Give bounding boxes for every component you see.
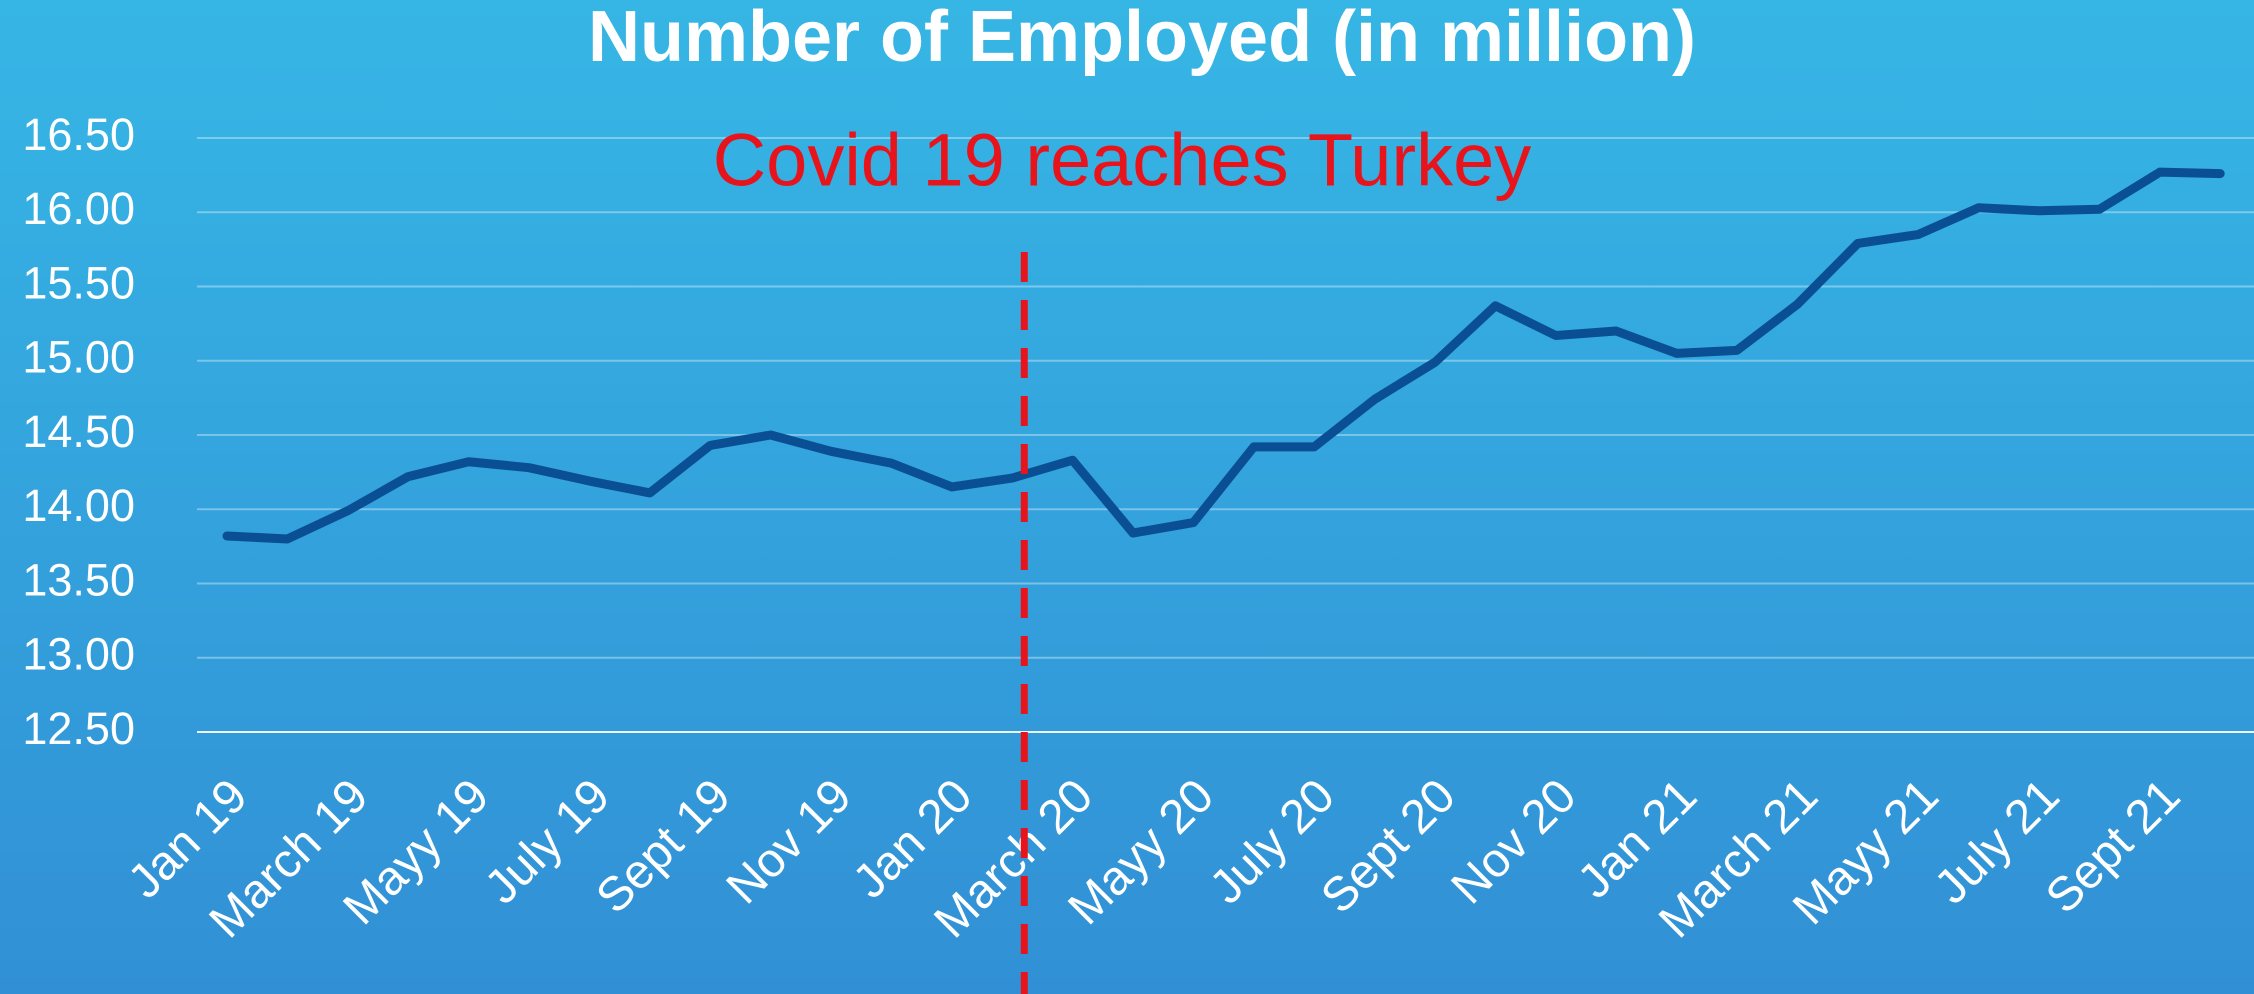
line-series	[222, 167, 2225, 544]
y-tick-label: 13.50	[22, 554, 135, 605]
chart-title: Number of Employed (in million)	[588, 0, 1696, 77]
y-tick-label: 16.50	[22, 109, 135, 160]
y-tick-label: 14.50	[22, 406, 135, 457]
y-tick-label: 16.00	[22, 183, 135, 234]
annotation: Covid 19 reaches Turkey	[713, 119, 1532, 202]
y-tick-label: 15.50	[22, 257, 135, 308]
y-tick-label: 14.00	[22, 480, 135, 531]
y-tick-label: 13.00	[22, 629, 135, 680]
y-tick-label: 15.00	[22, 332, 135, 383]
y-tick-label: 12.50	[22, 703, 135, 754]
